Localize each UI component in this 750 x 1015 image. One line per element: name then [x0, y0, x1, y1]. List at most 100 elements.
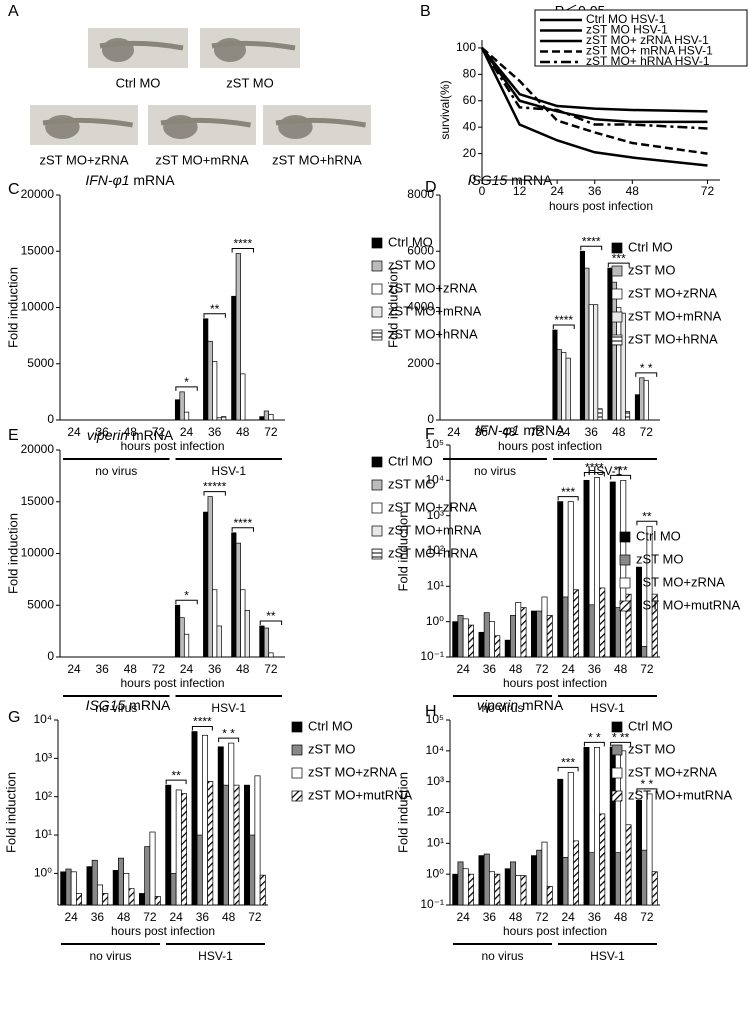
- bar: [579, 250, 586, 421]
- x-axis-label: hours post infection: [503, 924, 607, 938]
- x-tick-label: 36: [196, 910, 210, 924]
- legend-label: zST MO: [388, 257, 435, 272]
- y-tick-label: 15000: [21, 494, 55, 508]
- legend-label: zST MO+hRNA: [628, 331, 718, 346]
- group-label: no virus: [89, 949, 131, 963]
- legend-label: zST MO: [628, 262, 675, 277]
- bar: [249, 834, 256, 906]
- fish-body: [211, 40, 296, 51]
- image-caption: zST MO: [226, 75, 273, 90]
- x-tick-label: 36: [96, 425, 110, 439]
- bar: [504, 868, 511, 906]
- bar: [139, 893, 145, 906]
- significance-mark: * **: [612, 730, 630, 744]
- legend-label: zST MO+zRNA: [628, 764, 717, 779]
- legend-label: zST MO+ hRNA HSV-1: [586, 54, 710, 68]
- significance-bracket: [583, 472, 605, 477]
- y-tick-label: 10⁵: [426, 712, 444, 726]
- significance-mark: * *: [222, 726, 235, 740]
- significance-bracket: [175, 599, 198, 605]
- y-axis-label: Fold induction: [5, 267, 20, 348]
- x-tick-label: 48: [124, 425, 138, 439]
- significance-mark: ***: [561, 485, 575, 499]
- bar: [259, 625, 265, 658]
- x-axis-label: hours post infection: [498, 439, 602, 453]
- significance-mark: ****: [193, 715, 212, 729]
- bar: [91, 859, 98, 906]
- bar: [228, 742, 235, 906]
- significance-mark: ***: [612, 251, 626, 265]
- bar: [567, 772, 574, 906]
- significance-bracket: [583, 741, 605, 747]
- bar: [212, 361, 218, 421]
- bar: [625, 824, 632, 906]
- y-tick-label: 10⁰: [426, 866, 444, 880]
- survival-line: [480, 47, 708, 130]
- significance-mark: * *: [640, 361, 653, 375]
- significance-bracket: [165, 779, 187, 785]
- bar: [452, 621, 459, 658]
- y-tick-label: 80: [463, 67, 477, 81]
- legend-label: zST MO+hRNA: [388, 326, 478, 341]
- image-caption: Ctrl MO: [116, 75, 161, 90]
- bar: [636, 799, 642, 906]
- legend-swatch: [619, 577, 631, 589]
- legend-swatch: [611, 265, 623, 277]
- legend-swatch: [371, 237, 383, 249]
- legend-label: Ctrl MO: [388, 234, 433, 249]
- bar: [203, 511, 209, 658]
- bar: [515, 875, 522, 906]
- x-tick-label: 48: [614, 910, 628, 924]
- bar: [457, 861, 464, 906]
- legend-swatch: [291, 744, 303, 756]
- y-tick-label: 0: [47, 412, 54, 426]
- group-label: no virus: [95, 701, 137, 715]
- legend-label: zST MO+mRNA: [628, 308, 722, 323]
- survival-line: [481, 47, 708, 113]
- y-tick-label: 10⁻¹: [420, 897, 444, 911]
- x-tick-label: 72: [701, 184, 715, 198]
- y-tick-label: 60: [463, 93, 477, 107]
- significance-mark: * *: [588, 730, 601, 744]
- x-tick-label: 36: [588, 910, 602, 924]
- bar: [235, 542, 241, 658]
- fish-body: [160, 117, 252, 128]
- panel-label: B: [420, 3, 431, 20]
- bar: [565, 357, 571, 421]
- chart-title: IFN-φ1 mRNA: [475, 422, 565, 438]
- bar: [183, 411, 190, 421]
- legend-swatch: [371, 260, 383, 272]
- x-tick-label: 72: [152, 662, 166, 676]
- bar: [583, 479, 590, 658]
- bar: [624, 411, 631, 421]
- bar: [216, 417, 222, 421]
- bar: [531, 610, 537, 658]
- bar: [244, 610, 250, 658]
- legend-label: Ctrl MO: [308, 718, 353, 733]
- x-tick-label: 36: [585, 425, 599, 439]
- bar: [620, 312, 626, 421]
- legend-swatch: [371, 548, 383, 560]
- bar: [541, 841, 548, 906]
- bar: [597, 408, 603, 421]
- bar: [489, 621, 495, 658]
- x-tick-label: 48: [236, 662, 250, 676]
- bar: [594, 477, 600, 658]
- bar: [462, 618, 469, 658]
- bar: [203, 318, 209, 421]
- y-tick-label: 20000: [21, 442, 55, 456]
- legend-label: zST MO+mutRNA: [636, 597, 740, 612]
- legend-swatch: [611, 721, 623, 733]
- legend-label: Ctrl MO HSV-1: [586, 12, 666, 26]
- significance-mark: **: [266, 609, 276, 623]
- legend-label: zST MO: [388, 476, 435, 491]
- bar: [561, 352, 567, 421]
- bar: [112, 870, 119, 906]
- x-tick-label: 36: [483, 910, 497, 924]
- y-tick-label: 0: [469, 172, 476, 186]
- bar: [233, 784, 240, 906]
- x-axis-label: hours post infection: [111, 924, 215, 938]
- bar: [207, 781, 214, 906]
- bar: [259, 416, 265, 421]
